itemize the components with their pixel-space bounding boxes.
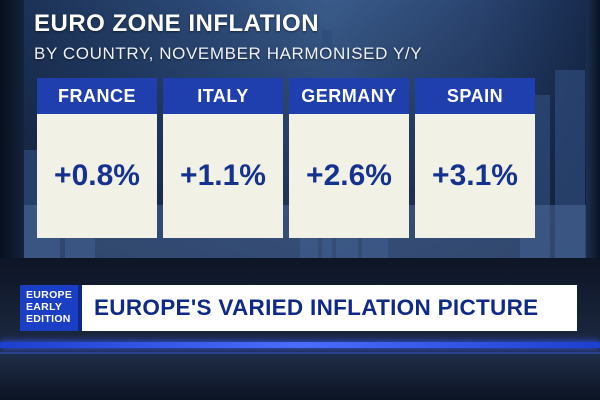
card-country-label: FRANCE bbox=[37, 78, 157, 114]
show-name-badge: EUROPE EARLY EDITION bbox=[20, 285, 78, 331]
card-inflation-value: +2.6% bbox=[289, 114, 409, 238]
headline-banner: EUROPE'S VARIED INFLATION PICTURE bbox=[82, 285, 577, 331]
card-france: FRANCE +0.8% bbox=[37, 78, 157, 238]
headline-accent-bar bbox=[78, 285, 82, 331]
card-country-label: SPAIN bbox=[415, 78, 535, 114]
studio-pillar-left bbox=[0, 0, 24, 270]
show-name-line: EARLY bbox=[26, 301, 63, 313]
studio-light-strip bbox=[0, 342, 600, 348]
headline-text: EUROPE'S VARIED INFLATION PICTURE bbox=[94, 295, 539, 320]
card-spain: SPAIN +3.1% bbox=[415, 78, 535, 238]
card-inflation-value: +3.1% bbox=[415, 114, 535, 238]
graphic-subtitle: BY COUNTRY, NOVEMBER HARMONISED Y/Y bbox=[34, 44, 423, 63]
card-italy: ITALY +1.1% bbox=[163, 78, 283, 238]
studio-light-strip-secondary bbox=[0, 352, 600, 354]
card-country-label: ITALY bbox=[163, 78, 283, 114]
card-inflation-value: +1.1% bbox=[163, 114, 283, 238]
card-germany: GERMANY +2.6% bbox=[289, 78, 409, 238]
card-inflation-value: +0.8% bbox=[37, 114, 157, 238]
country-cards: FRANCE +0.8% ITALY +1.1% GERMANY +2.6% S… bbox=[37, 78, 547, 238]
show-name-line: EDITION bbox=[26, 313, 71, 325]
studio-pillar-right bbox=[586, 0, 600, 270]
card-country-label: GERMANY bbox=[289, 78, 409, 114]
show-name-line: EUROPE bbox=[26, 289, 73, 301]
graphic-title: EURO ZONE INFLATION bbox=[34, 10, 320, 37]
